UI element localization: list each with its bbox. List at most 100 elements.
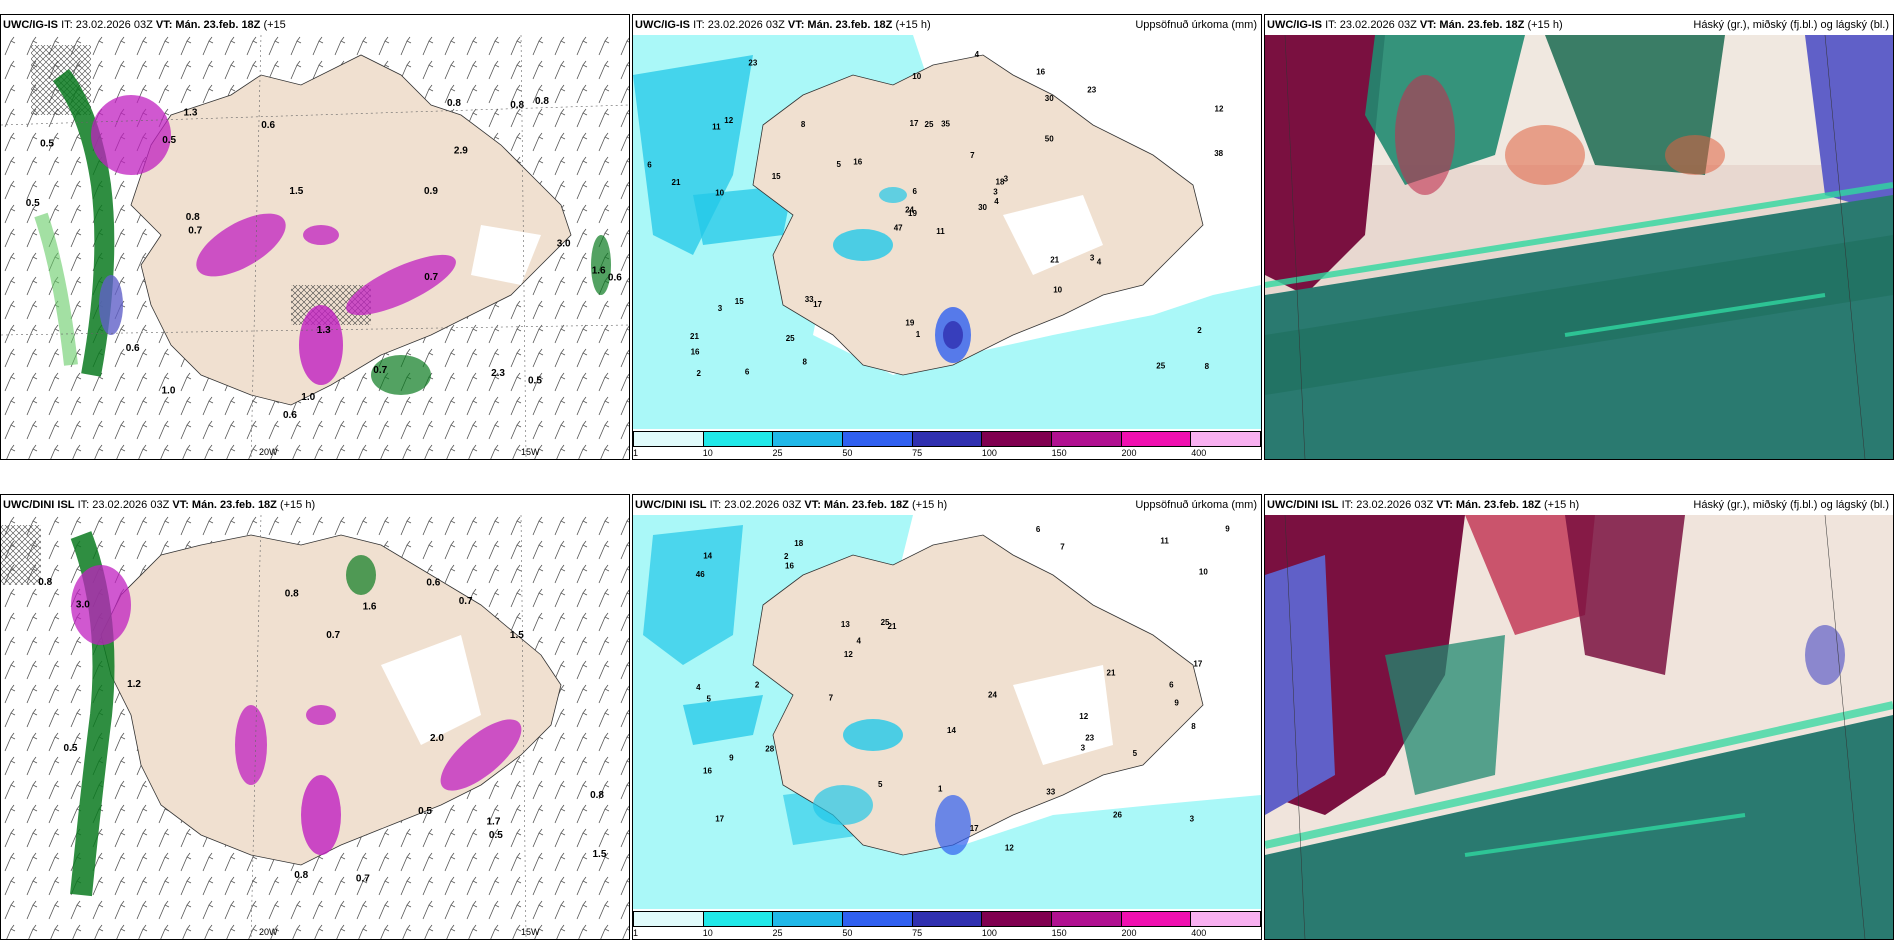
colorbar-label: 25	[772, 448, 783, 458]
value-label: 0.7	[326, 630, 340, 641]
colorbar-label: 150	[1051, 448, 1067, 458]
value-label: 21	[1107, 668, 1116, 677]
colorbar-label: 100	[981, 448, 997, 458]
value-label: 21	[672, 178, 681, 187]
value-label: 6	[913, 187, 918, 196]
map-precip-top: 11 11 19 21 18 17 16 35 30 30 23 8 10 12 47 50 6 17 7 15 16 1…	[633, 35, 1261, 429]
axis-label-20w: 20W	[259, 927, 278, 937]
value-label: 2	[1197, 326, 1202, 335]
colorbar-label: 200	[1121, 928, 1137, 938]
panel-dini-precip: UWC/DINI ISL IT: 23.02.2026 03Z VT: Mán.…	[632, 494, 1262, 940]
colorbar-label: 10	[702, 448, 713, 458]
valid-time-label: VT:	[787, 19, 805, 31]
panel-header: UWC/IG-IS IT: 23.02.2026 03Z VT: Mán. 23…	[635, 17, 1257, 33]
iceland-land	[752, 54, 1204, 376]
wind-map-svg: 20W 15W 0.7 0.5 0.8 1.5 0.8 0.8 0.7 0.6 1.2 0.5 1.…	[1, 515, 629, 939]
value-label: 1.5	[510, 630, 524, 641]
value-label: 30	[978, 203, 987, 212]
value-label: 9	[729, 754, 734, 763]
value-label: 9	[1225, 525, 1230, 534]
value-label: 17	[910, 119, 919, 128]
value-label: 21	[888, 622, 897, 631]
value-label: 19	[905, 319, 914, 328]
value-label: 1.6	[363, 601, 377, 612]
value-label: 0.5	[26, 198, 40, 209]
value-label: 25	[1156, 362, 1165, 371]
value-label: 1.5	[289, 186, 303, 197]
colorbar-swatch	[1052, 912, 1122, 926]
value-label: 35	[941, 120, 950, 129]
colorbar-swatch	[1121, 432, 1192, 446]
colorbar-swatch	[703, 912, 774, 926]
lead-time: (+15 h)	[895, 19, 931, 31]
panel-variable: Háský (gr.), miðský (fj.bl.) og lágský (…	[1693, 499, 1889, 511]
value-label: 23	[1085, 733, 1094, 742]
value-label: 16	[785, 561, 794, 570]
colorbar-swatch	[843, 912, 913, 926]
wind-value-labels: 0.5 0.50.91.00.80.60.70.70.80.61.61.32.90…	[26, 96, 622, 421]
panel-title: UWC/DINI ISL	[1267, 499, 1339, 511]
value-label: 0.8	[38, 577, 52, 588]
issue-time: IT: 23.02.2026 03Z	[61, 19, 153, 31]
map-wind-top: 20W 15W 0.5 0.5 0.9 1.0 0.8 0.6 0.7 0.7 0.8 0.6 1.…	[1, 35, 629, 459]
value-label: 21	[1050, 256, 1059, 265]
value-label: 0.5	[162, 135, 176, 146]
panel-variable: Háský (gr.), miðský (fj.bl.) og lágský (…	[1693, 19, 1889, 31]
colorbar-label: 200	[1121, 448, 1137, 458]
panel-title: UWC/IG-IS	[1267, 19, 1322, 31]
panel-header: UWC/IG-IS IT: 23.02.2026 03Z VT: Mán. 23…	[3, 17, 625, 33]
value-label: 1.0	[162, 386, 176, 397]
value-label: 0.5	[528, 375, 542, 386]
value-label: 0.5	[489, 830, 503, 841]
panel-igis-cloud: UWC/IG-IS IT: 23.02.2026 03Z VT: Mán. 23…	[1264, 14, 1894, 460]
value-label: 11	[936, 227, 945, 236]
value-label: 0.7	[459, 596, 473, 607]
value-label: 16	[703, 766, 712, 775]
value-label: 0.7	[373, 365, 387, 376]
value-label: 7	[970, 151, 975, 160]
value-label: 12	[1079, 712, 1088, 721]
value-label: 0.8	[186, 212, 200, 223]
precip-map-svg: 1291718212616713124641435171424252891112…	[633, 515, 1261, 909]
value-label: 6	[647, 161, 652, 170]
value-label: 50	[1045, 135, 1054, 144]
value-label: 1.7	[487, 816, 501, 827]
colorbar-label: 50	[842, 928, 853, 938]
panel-header: UWC/IG-IS IT: 23.02.2026 03Z VT: Mán. 23…	[1267, 17, 1889, 33]
value-label: 18	[996, 178, 1005, 187]
colorbar-label: 75	[912, 928, 923, 938]
value-label: 0.6	[426, 578, 440, 589]
colorbar-swatch	[1052, 432, 1122, 446]
colorbar-label: 25	[772, 928, 783, 938]
value-label: 14	[703, 552, 712, 561]
value-label: 10	[1199, 568, 1208, 577]
value-label: 15	[772, 172, 781, 181]
panel-dini-cloud: UWC/DINI ISL IT: 23.02.2026 03Z VT: Mán.…	[1264, 494, 1894, 940]
colorbar-swatch	[773, 432, 844, 446]
valid-time-label: VT:	[804, 499, 821, 511]
value-label: 5	[1133, 749, 1138, 758]
value-label: 0.8	[285, 589, 299, 600]
value-label: 23	[748, 59, 757, 68]
axis-label-20w: 20W	[259, 447, 278, 457]
panel-igis-precip: UWC/IG-IS IT: 23.02.2026 03Z VT: Mán. 23…	[632, 14, 1262, 460]
value-label: 1.6	[592, 266, 606, 277]
value-label: 8	[1191, 722, 1196, 731]
colorbar-swatch	[1191, 912, 1261, 926]
value-label: 26	[1113, 810, 1122, 819]
value-label: 8	[803, 358, 808, 367]
value-label: 24	[905, 206, 914, 215]
valid-time-label: VT:	[1436, 499, 1453, 511]
valid-time: Mán. 23.feb. 18Z	[823, 499, 909, 511]
value-label: 6	[745, 367, 750, 376]
value-label: 1.3	[184, 108, 198, 119]
value-label: 17	[1193, 660, 1202, 669]
colorbar-label: 100	[981, 928, 997, 938]
value-label: 38	[1214, 149, 1223, 158]
value-label: 33	[805, 295, 814, 304]
colorbar-label: 400	[1191, 928, 1207, 938]
value-label: 3.0	[557, 238, 571, 249]
value-label: 5	[878, 780, 883, 789]
precip-value-labels: 1111192118171635303023810124750617715161…	[647, 50, 1224, 378]
wind-map-svg: 20W 15W 0.5 0.50.91.00.80.60.70.70.80.61.…	[1, 35, 629, 459]
